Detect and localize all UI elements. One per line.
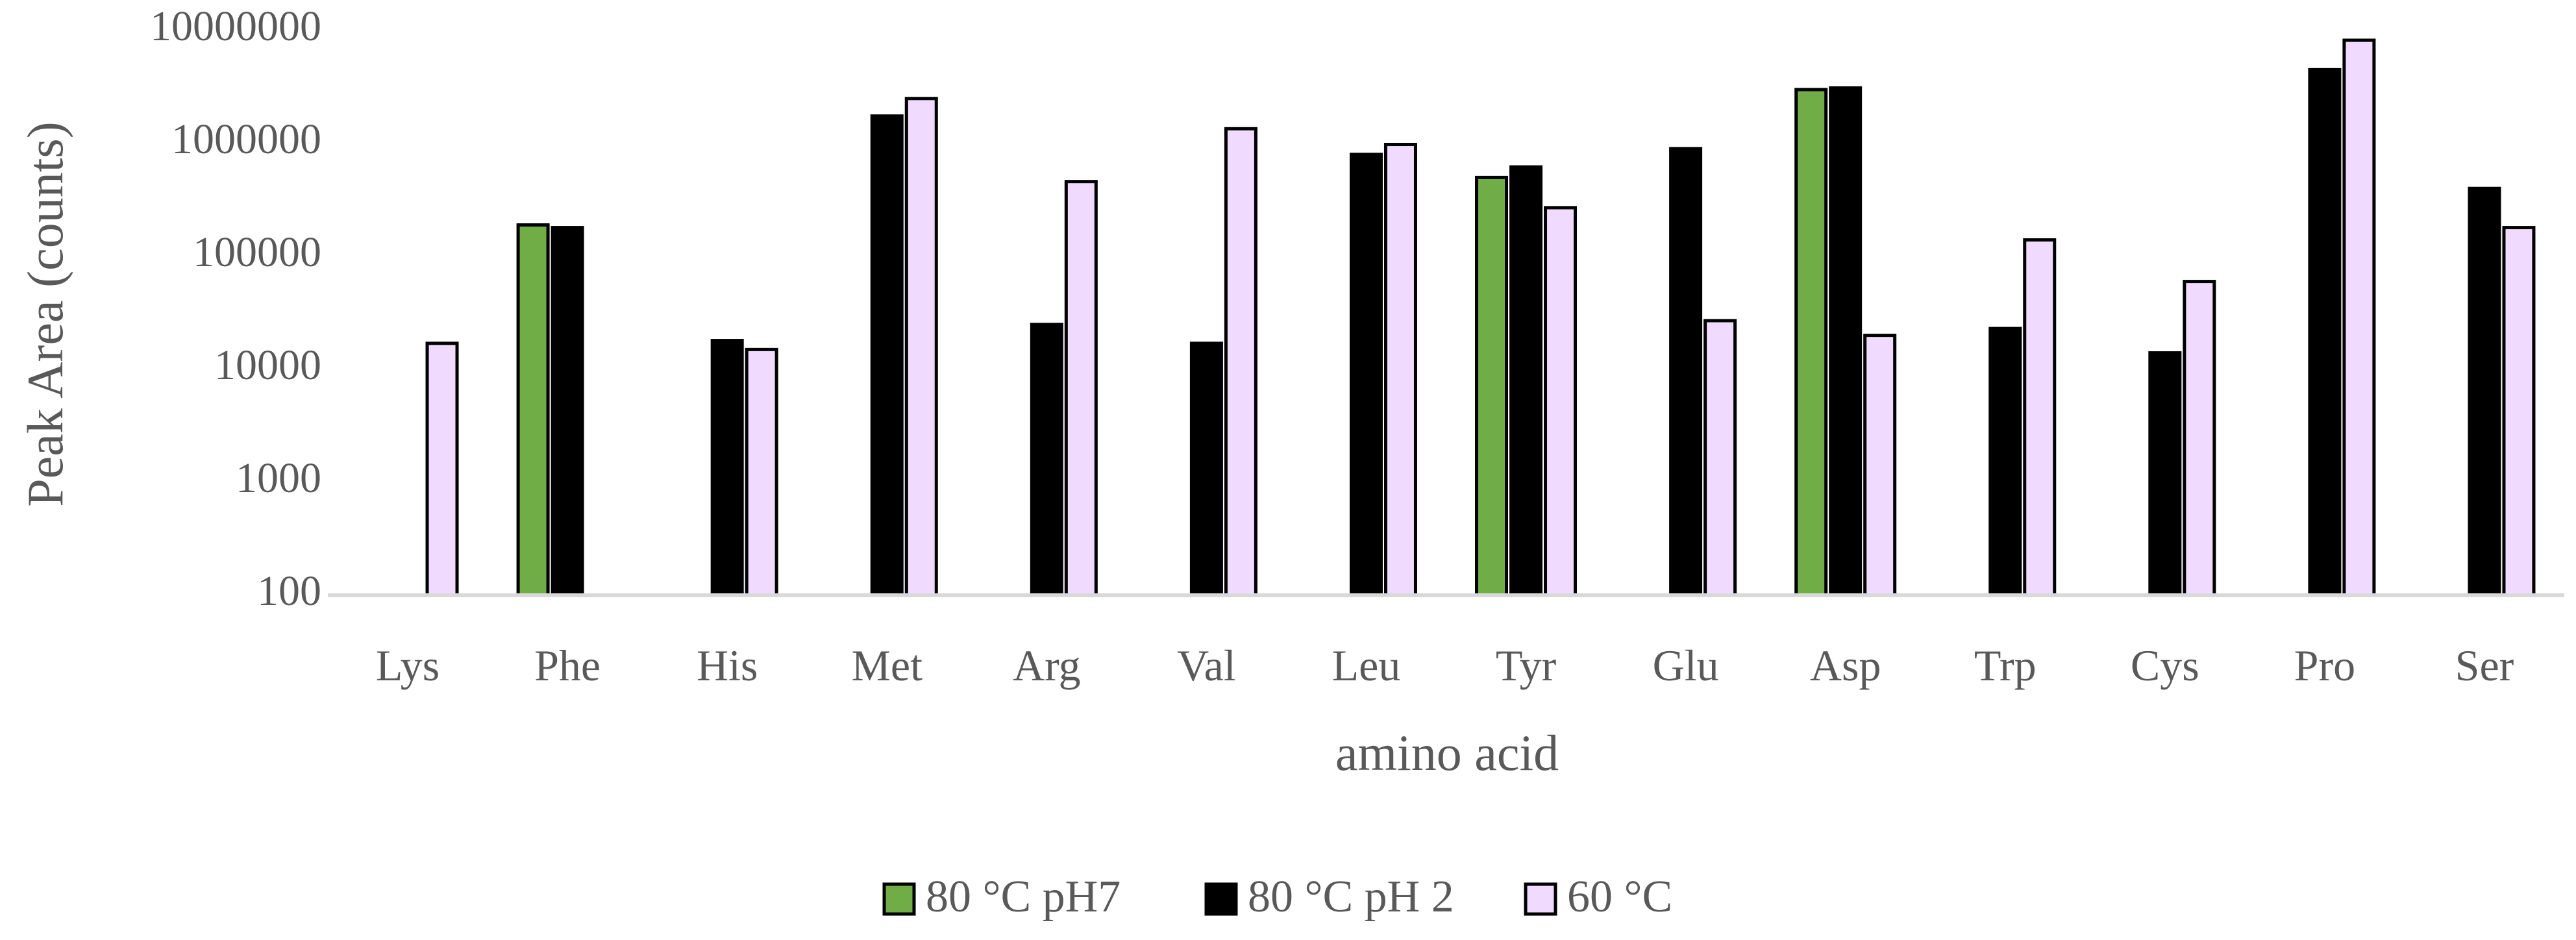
bar-asp-80-c-ph7 [1794, 88, 1828, 597]
bar-cys-80-c-ph-2 [2148, 351, 2182, 597]
x-tick-label: Met [851, 641, 923, 690]
x-tick-label: Glu [1653, 641, 1719, 690]
bar-arg-80-c-ph-2 [1030, 323, 1063, 597]
bar-phe-80-c-ph-2 [551, 226, 584, 597]
bar-lys-60-c [425, 341, 459, 597]
bar-his-80-c-ph-2 [710, 339, 744, 597]
bar-glu-80-c-ph-2 [1669, 147, 1703, 597]
legend-swatch [1204, 882, 1238, 916]
x-tick-label: Leu [1332, 641, 1401, 690]
bar-pro-80-c-ph-2 [2308, 68, 2342, 597]
x-tick-label: Arg [1013, 641, 1081, 690]
bar-leu-60-c [1383, 143, 1417, 597]
x-tick-label: Phe [534, 641, 601, 690]
bar-trp-60-c [2023, 238, 2057, 597]
bar-ser-60-c [2502, 226, 2536, 597]
y-tick-label: 1000000 [171, 116, 321, 163]
x-tick-label: His [697, 641, 758, 690]
x-tick-label: Asp [1810, 641, 1881, 690]
x-tick-label: Val [1177, 641, 1236, 690]
x-tick-label: Tyr [1496, 641, 1557, 690]
y-tick-label: 10000000 [150, 3, 321, 50]
x-tick-label: Cys [2131, 641, 2199, 690]
bar-tyr-80-c-ph7 [1475, 175, 1509, 597]
x-axis-title: amino acid [1335, 724, 1559, 781]
bar-leu-80-c-ph-2 [1349, 153, 1383, 597]
bar-his-60-c [745, 347, 778, 597]
y-tick-label: 100000 [193, 229, 321, 276]
legend-label: 60 °C [1567, 872, 1672, 922]
bar-val-80-c-ph-2 [1189, 341, 1223, 597]
bar-cys-60-c [2183, 280, 2216, 597]
legend-label: 80 °C pH7 [926, 872, 1121, 922]
x-axis-tick-labels: Lys Phe His Met Arg Val Leu Tyr Glu Asp Trp Cys Pro S… [376, 641, 2514, 690]
legend-swatch [1524, 882, 1557, 916]
bar-met-80-c-ph-2 [870, 114, 904, 597]
bars-layer [425, 38, 2536, 597]
bar-val-60-c [1224, 127, 1257, 597]
bar-asp-80-c-ph-2 [1829, 86, 1863, 597]
x-tick-label: Ser [2455, 641, 2514, 690]
legend-swatch [882, 882, 916, 916]
bar-met-60-c [904, 97, 938, 597]
bar-glu-60-c [1703, 319, 1737, 597]
legend-label: 80 °C pH 2 [1248, 872, 1454, 922]
x-tick-label: Lys [376, 641, 440, 690]
bar-phe-80-c-ph7 [516, 223, 550, 597]
legend: 80 °C pH7 80 °C pH 2 60 °C [882, 872, 1672, 922]
y-tick-label: 100 [257, 567, 321, 615]
x-tick-label: Pro [2294, 641, 2355, 690]
y-axis-ticks: 100 1000 10000 100000 1000000 10000000 [150, 3, 321, 615]
bar-tyr-80-c-ph-2 [1509, 165, 1543, 597]
y-axis-title: Peak Area (counts) [17, 121, 73, 506]
y-tick-label: 10000 [214, 341, 321, 389]
bar-trp-80-c-ph-2 [1988, 327, 2022, 597]
x-tick-label: Trp [1974, 641, 2037, 690]
bar-arg-60-c [1064, 180, 1098, 597]
bar-asp-60-c [1863, 334, 1897, 597]
y-tick-label: 1000 [236, 454, 321, 502]
bar-ser-80-c-ph-2 [2468, 186, 2501, 597]
bar-pro-60-c [2342, 38, 2376, 597]
bar-tyr-60-c [1544, 206, 1578, 597]
